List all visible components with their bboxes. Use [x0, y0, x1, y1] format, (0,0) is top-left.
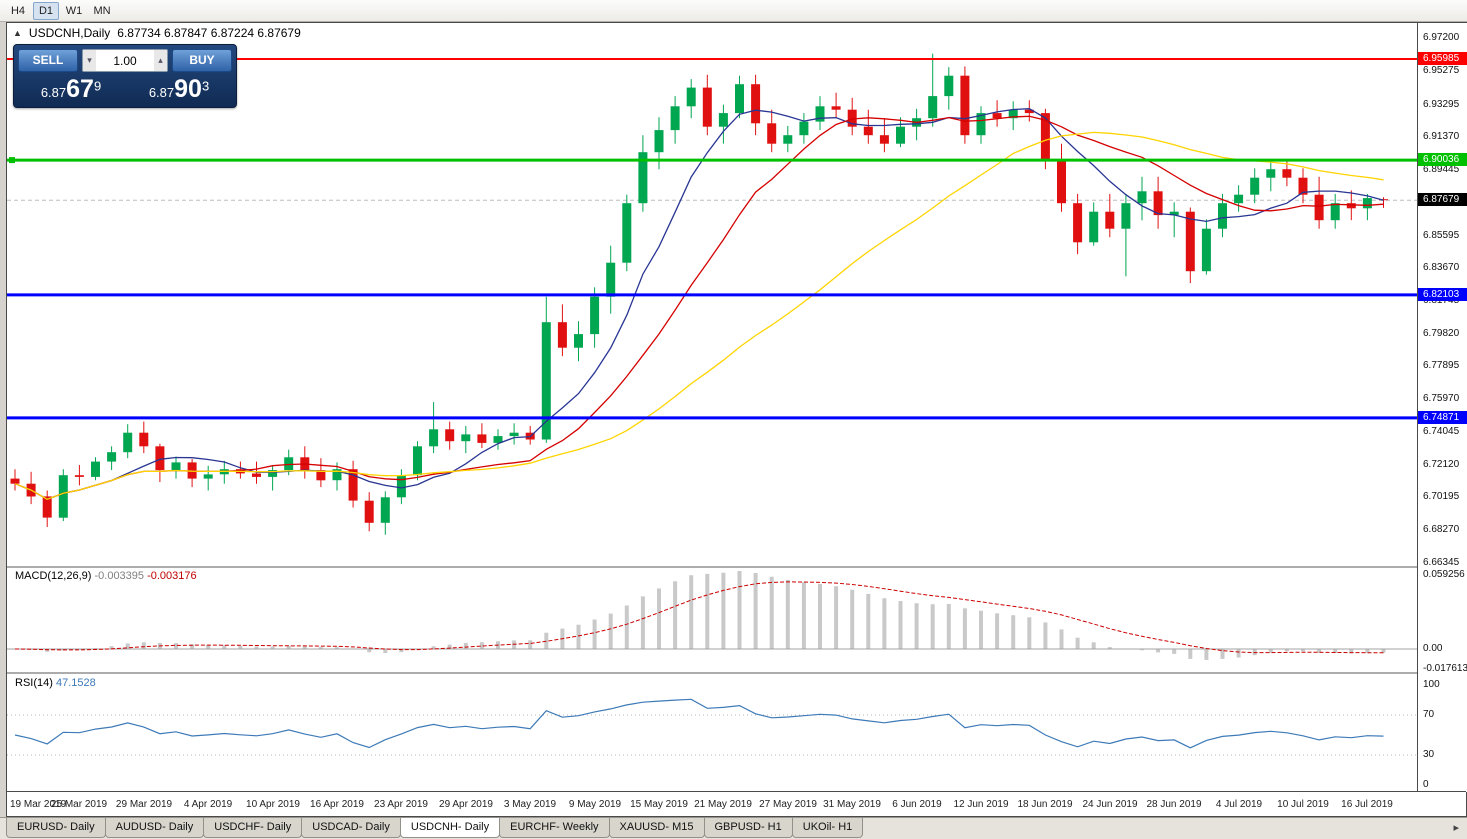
date-label: 21 May 2019	[694, 799, 752, 810]
macd-axis-tick: 0.00	[1423, 643, 1443, 654]
rsi-label: RSI(14) 47.1528	[15, 677, 96, 689]
date-label: 10 Apr 2019	[246, 799, 300, 810]
rsi-axis-tick: 70	[1423, 709, 1435, 720]
timeframe-toolbar: H4 D1 W1 MN	[0, 0, 1467, 22]
period-button-d1[interactable]: D1	[33, 1, 59, 20]
current-price-badge: 6.87679	[1418, 193, 1467, 206]
price-axis-tick: 6.77895	[1423, 360, 1460, 371]
chart-tab-ukoil-h1[interactable]: UKOil- H1	[791, 818, 864, 838]
date-label: 4 Jul 2019	[1215, 799, 1263, 810]
price-level-badge: 6.74871	[1418, 411, 1467, 424]
buy-price-point: 3	[201, 78, 210, 94]
rsi-name: RSI(14)	[15, 677, 53, 689]
macd-value-main: -0.003395	[94, 570, 145, 582]
macd-axis-tick: 0.059256	[1423, 569, 1465, 580]
price-axis-tick: 6.66345	[1423, 557, 1460, 568]
buy-price-pips: 90	[174, 75, 202, 103]
chart-tab-usdcnh-daily[interactable]: USDCNH- Daily	[399, 818, 501, 838]
date-label: 18 Jun 2019	[1017, 799, 1073, 810]
date-label: 10 Jul 2019	[1277, 799, 1329, 810]
price-axis-tick: 6.75970	[1423, 393, 1460, 404]
macd-name: MACD(12,26,9)	[15, 570, 92, 582]
price-axis[interactable]: 6.972006.952756.932956.913706.894456.875…	[1417, 23, 1467, 792]
price-axis-tick: 6.93295	[1423, 99, 1460, 110]
price-axis-tick: 6.95275	[1423, 65, 1460, 76]
date-label: 31 May 2019	[823, 799, 881, 810]
price-axis-tick: 6.89445	[1423, 164, 1460, 175]
price-level-badge: 6.90036	[1418, 153, 1467, 166]
date-label: 3 May 2019	[503, 799, 557, 810]
date-label: 27 May 2019	[759, 799, 817, 810]
one-click-toggle-icon[interactable]: ▲	[13, 28, 22, 38]
date-label: 19 Mar 2019	[10, 799, 67, 810]
macd-label: MACD(12,26,9) -0.003395 -0.003176	[15, 570, 197, 582]
rsi-axis-tick: 100	[1423, 679, 1440, 690]
price-axis-tick: 6.91370	[1423, 131, 1460, 142]
chart-ohlc-label: 6.87734 6.87847 6.87224 6.87679	[117, 26, 301, 40]
chart-window: ▲ USDCNH,Daily 6.87734 6.87847 6.87224 6…	[6, 22, 1467, 817]
price-axis-tick: 6.83670	[1423, 262, 1460, 273]
sell-button[interactable]: SELL	[18, 49, 78, 72]
period-button-h4[interactable]: H4	[10, 4, 26, 17]
price-axis-tick: 6.85595	[1423, 230, 1460, 241]
price-axis-tick: 6.68270	[1423, 524, 1460, 535]
one-click-trading-panel: SELL ▾ 1.00 ▴ BUY 6.87679 6.87903	[13, 44, 237, 108]
chart-symbol-label: USDCNH,Daily	[28, 26, 111, 40]
date-label: 15 May 2019	[630, 799, 688, 810]
chart-tab-gbpusd-h1[interactable]: GBPUSD- H1	[703, 818, 793, 838]
price-level-badge: 6.82103	[1418, 288, 1467, 301]
chart-tab-usdcad-daily[interactable]: USDCAD- Daily	[301, 818, 401, 838]
buy-price[interactable]: 6.87903	[126, 75, 232, 103]
chart-tab-eurusd-daily[interactable]: EURUSD- Daily	[6, 818, 106, 838]
sell-price-base: 6.87	[40, 85, 67, 100]
date-label: 28 Jun 2019	[1146, 799, 1202, 810]
macd-axis-tick: -0.017613	[1423, 663, 1467, 674]
rsi-axis-tick: 0	[1423, 779, 1429, 790]
price-chart-canvas[interactable]	[7, 23, 1417, 792]
date-label: 9 May 2019	[568, 799, 622, 810]
price-level-badge: 6.95985	[1418, 52, 1467, 65]
price-axis-tick: 6.74045	[1423, 426, 1460, 437]
date-label: 29 Apr 2019	[439, 799, 493, 810]
price-axis-tick: 6.70195	[1423, 491, 1460, 502]
rsi-value: 47.1528	[55, 677, 96, 689]
chart-title: ▲ USDCNH,Daily 6.87734 6.87847 6.87224 6…	[13, 26, 301, 40]
date-label: 29 Mar 2019	[115, 799, 173, 810]
date-label: 4 Apr 2019	[183, 799, 233, 810]
volume-increase-icon[interactable]: ▴	[154, 50, 167, 71]
volume-decrease-icon[interactable]: ▾	[83, 50, 96, 71]
price-axis-tick: 6.97200	[1423, 32, 1460, 43]
buy-button[interactable]: BUY	[172, 49, 232, 72]
date-label: 16 Apr 2019	[310, 799, 364, 810]
price-axis-tick: 6.79820	[1423, 328, 1460, 339]
chart-tab-strip: EURUSD- Daily AUDUSD- Daily USDCHF- Daily U…	[6, 818, 864, 838]
chart-tab-audusd-daily[interactable]: AUDUSD- Daily	[104, 818, 205, 838]
period-button-mn[interactable]: MN	[93, 4, 111, 17]
chart-tab-usdchf-daily[interactable]: USDCHF- Daily	[203, 818, 303, 838]
date-label: 12 Jun 2019	[953, 799, 1009, 810]
sell-price-point: 9	[93, 78, 102, 94]
date-axis[interactable]: 19 Mar 2019 25 Mar 2019 29 Mar 2019 4 Apr 2…	[7, 791, 1466, 816]
chart-tab-eurchf-weekly[interactable]: EURCHF- Weekly	[499, 818, 610, 838]
macd-value-signal: -0.003176	[147, 570, 197, 582]
volume-value[interactable]: 1.00	[113, 53, 137, 68]
date-label: 25 Mar 2019	[50, 799, 108, 810]
chart-tab-xauusd-m15[interactable]: XAUUSD- M15	[608, 818, 705, 838]
price-axis-tick: 6.72120	[1423, 459, 1460, 470]
tab-scroll-right-icon[interactable]: ▸	[1453, 822, 1459, 834]
date-label: 23 Apr 2019	[374, 799, 428, 810]
timeframe-button-group: H4 D1 W1 MN	[5, 1, 115, 20]
period-button-w1[interactable]: W1	[65, 4, 83, 17]
buy-price-base: 6.87	[148, 85, 175, 100]
volume-field[interactable]: ▾ 1.00 ▴	[82, 49, 168, 72]
date-label: 16 Jul 2019	[1341, 799, 1393, 810]
chart-tab-bar: EURUSD- Daily AUDUSD- Daily USDCHF- Daily U…	[0, 817, 1467, 839]
rsi-axis-tick: 30	[1423, 749, 1435, 760]
sell-price-pips: 67	[66, 75, 94, 103]
sell-price[interactable]: 6.87679	[18, 75, 124, 103]
date-label: 24 Jun 2019	[1082, 799, 1138, 810]
date-label: 6 Jun 2019	[892, 799, 942, 810]
